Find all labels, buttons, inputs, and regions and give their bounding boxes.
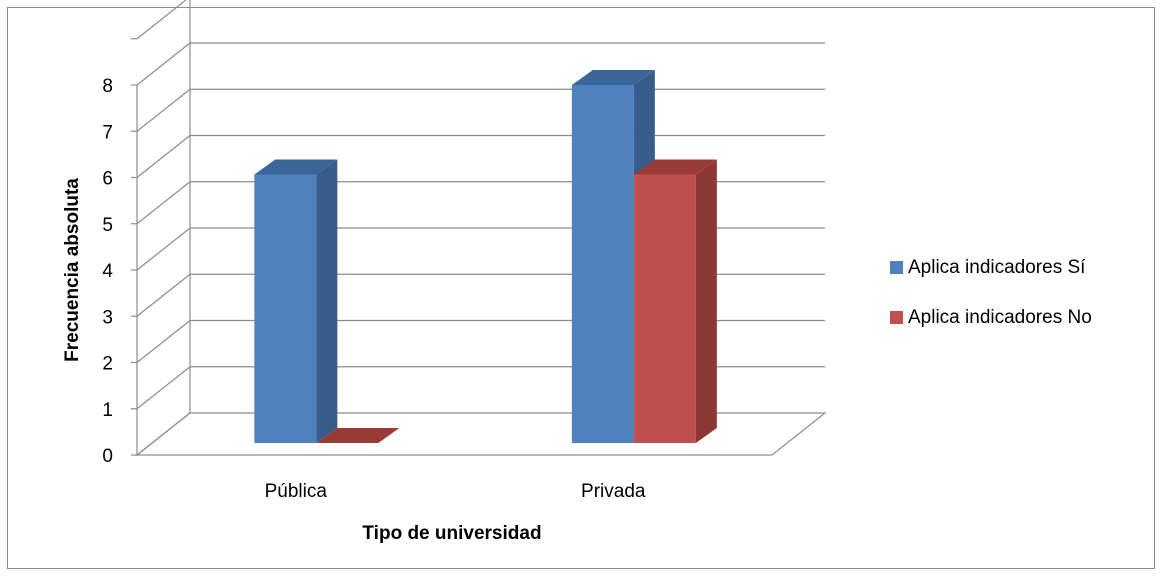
x-tick-label: Pública — [265, 481, 328, 502]
bar-front — [254, 174, 317, 443]
bar-side — [695, 159, 717, 443]
gridline-side — [136, 366, 191, 410]
y-tick-label: 4 — [102, 261, 113, 282]
bar-top — [571, 70, 655, 85]
bar-front — [633, 174, 696, 443]
y-tick-label: 0 — [102, 446, 113, 467]
y-tick-label: 2 — [102, 354, 113, 375]
bar-top — [633, 159, 717, 175]
gridline-side — [136, 412, 191, 456]
bar-side — [316, 159, 338, 443]
bar-front — [571, 85, 634, 443]
legend-label: Aplica indicadores No — [908, 307, 1092, 328]
gridlines — [131, 0, 825, 456]
legend-label: Aplica indicadores Sí — [908, 257, 1086, 278]
gridline-side — [136, 181, 191, 225]
gridline-side — [136, 135, 191, 178]
bar — [316, 428, 400, 443]
gridline-side — [136, 88, 191, 132]
y-tick-label: 3 — [102, 307, 113, 328]
y-tick-labels: 0 1 2 3 4 5 6 7 8 — [102, 76, 113, 467]
gridline-side — [136, 42, 191, 86]
x-axis-label: Tipo de universidad — [362, 523, 541, 544]
x-tick-label: Privada — [581, 481, 646, 502]
y-tick-label: 7 — [102, 122, 113, 143]
y-tick-label: 5 — [102, 215, 113, 236]
bar — [254, 159, 338, 443]
y-tick-label: 8 — [102, 76, 113, 97]
legend-swatch — [890, 311, 903, 324]
gridline-side — [136, 0, 187, 40]
bar — [633, 159, 717, 443]
legend: Aplica indicadores Sí Aplica indicadores … — [890, 257, 1092, 328]
y-axis-label: Frecuencia absoluta — [62, 178, 83, 362]
gridline-side — [136, 273, 191, 317]
bars — [254, 70, 717, 443]
x-tick-labels: Pública Privada — [265, 481, 646, 502]
chart-floor — [135, 412, 827, 456]
gridline-side — [136, 320, 191, 363]
bar-top — [316, 428, 400, 443]
legend-swatch — [890, 261, 903, 274]
y-tick-label: 1 — [102, 400, 113, 421]
y-tick-label: 6 — [102, 169, 113, 190]
gridline-side — [136, 227, 191, 271]
bar-top — [254, 159, 338, 175]
